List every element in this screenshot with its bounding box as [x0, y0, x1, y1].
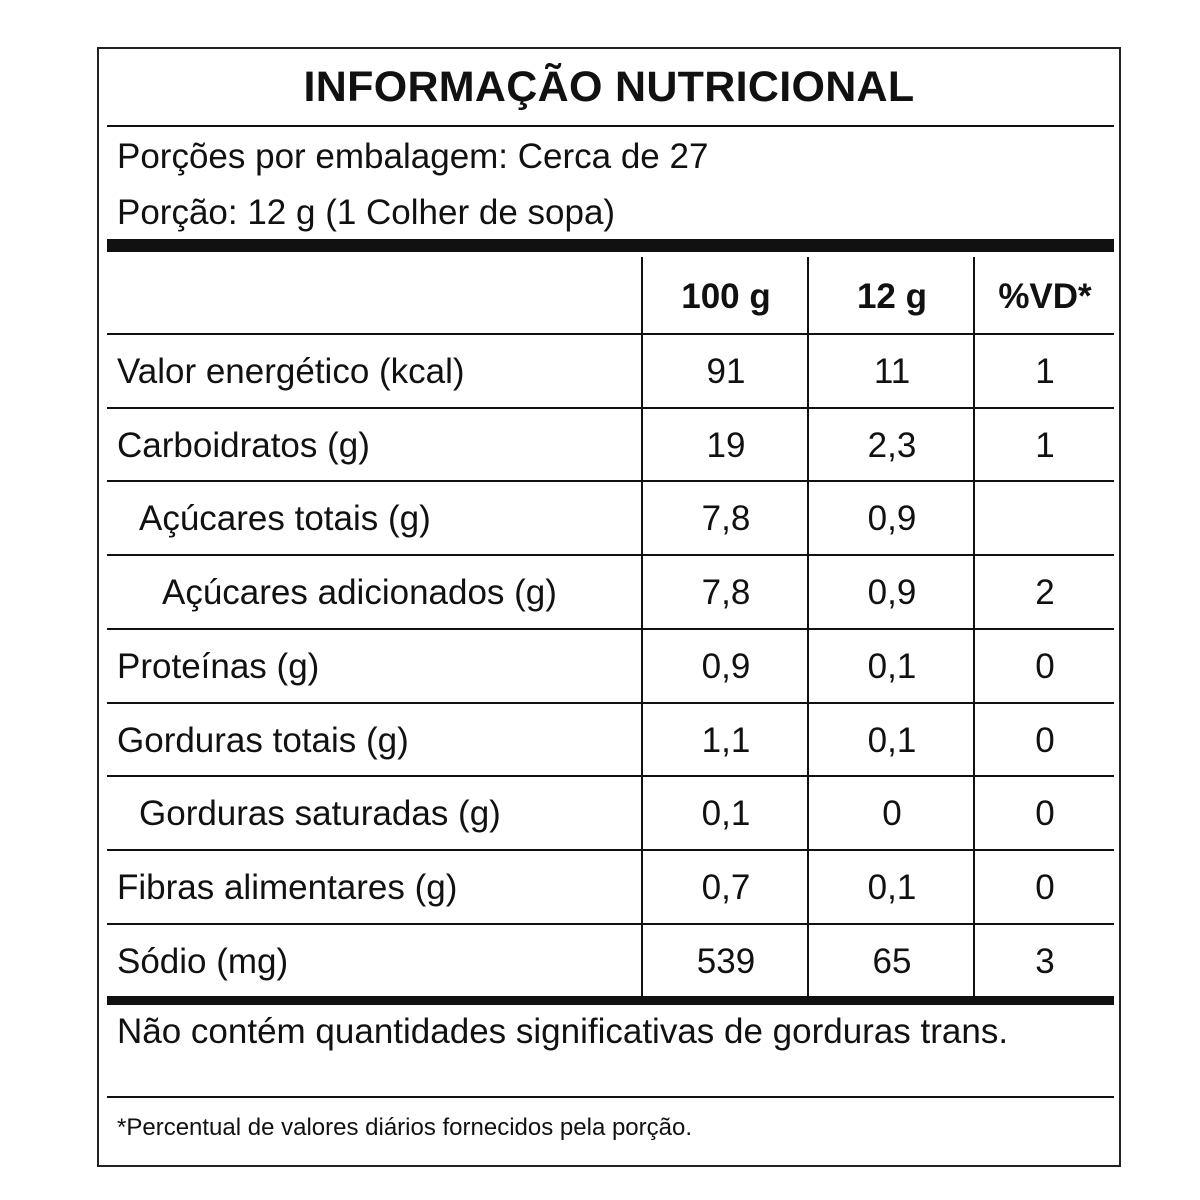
table-bottom-divider	[107, 996, 1114, 1005]
trans-fat-note: Não contém quantidades significativas de…	[117, 1012, 1009, 1051]
row-divider	[107, 627, 1114, 630]
value-per-100g: 7,8	[701, 499, 751, 539]
row-divider	[107, 406, 1114, 409]
value-per-100g: 19	[706, 425, 746, 465]
value-per-serving: 65	[872, 941, 912, 981]
serving-divider	[107, 239, 1114, 252]
header-divider	[107, 333, 1114, 335]
value-per-serving: 0,1	[867, 646, 917, 686]
footnote-divider	[107, 1096, 1114, 1098]
value-per-serving: 0,1	[867, 720, 917, 760]
row-divider	[107, 922, 1114, 925]
column-header-serving: 12 g	[856, 277, 928, 316]
servings-per-package: Porções por embalagem: Cerca de 27	[117, 137, 709, 176]
value-daily-percent: 0	[1035, 646, 1055, 686]
value-per-serving: 0	[882, 794, 902, 834]
row-divider	[107, 848, 1114, 851]
value-per-100g: 7,8	[701, 573, 751, 613]
value-daily-percent	[975, 482, 1115, 555]
nutrition-facts-label: INFORMAÇÃO NUTRICIONAL Porções por embal…	[97, 47, 1121, 1167]
value-per-serving: 0,1	[867, 867, 917, 907]
value-per-100g: 539	[696, 941, 756, 981]
row-divider	[107, 554, 1114, 557]
value-daily-percent: 3	[1035, 941, 1055, 981]
nutrient-name: Fibras alimentares (g)	[117, 867, 458, 907]
nutrient-name: Gorduras saturadas (g)	[139, 794, 501, 834]
value-per-100g: 0,9	[701, 646, 751, 686]
value-daily-percent: 0	[1035, 794, 1055, 834]
value-per-serving: 0,9	[867, 573, 917, 613]
value-per-100g: 0,7	[701, 867, 751, 907]
nutrient-name: Açúcares totais (g)	[139, 499, 431, 539]
value-daily-percent: 1	[1035, 352, 1055, 391]
value-daily-percent: 1	[1035, 425, 1055, 465]
value-daily-percent: 0	[1035, 867, 1055, 907]
column-header-dv: %VD*	[998, 277, 1092, 316]
column-divider	[641, 257, 643, 998]
row-divider	[107, 480, 1114, 483]
value-per-100g: 1,1	[701, 720, 751, 760]
value-per-100g: 91	[706, 352, 746, 391]
value-per-serving: 0,9	[867, 499, 917, 539]
column-header-100g: 100 g	[681, 277, 771, 316]
title-divider	[107, 125, 1114, 127]
nutrient-name: Sódio (mg)	[117, 941, 289, 981]
nutrient-name: Proteínas (g)	[117, 646, 320, 686]
dv-footnote: *Percentual de valores diários fornecido…	[117, 1114, 693, 1141]
value-daily-percent: 0	[1035, 720, 1055, 760]
nutrient-name: Açúcares adicionados (g)	[162, 573, 557, 613]
serving-size: Porção: 12 g (1 Colher de sopa)	[117, 193, 616, 232]
column-divider	[973, 257, 975, 998]
label-title: INFORMAÇÃO NUTRICIONAL	[303, 63, 915, 111]
value-per-serving: 2,3	[867, 425, 917, 465]
row-divider	[107, 775, 1114, 778]
nutrient-name: Valor energético (kcal)	[117, 352, 465, 391]
row-divider	[107, 701, 1114, 704]
nutrient-name: Carboidratos (g)	[117, 425, 370, 465]
column-divider	[807, 257, 809, 998]
value-daily-percent: 2	[1035, 573, 1055, 613]
nutrient-name: Gorduras totais (g)	[117, 720, 409, 760]
value-per-100g: 0,1	[701, 794, 751, 834]
value-per-serving: 11	[873, 352, 911, 391]
